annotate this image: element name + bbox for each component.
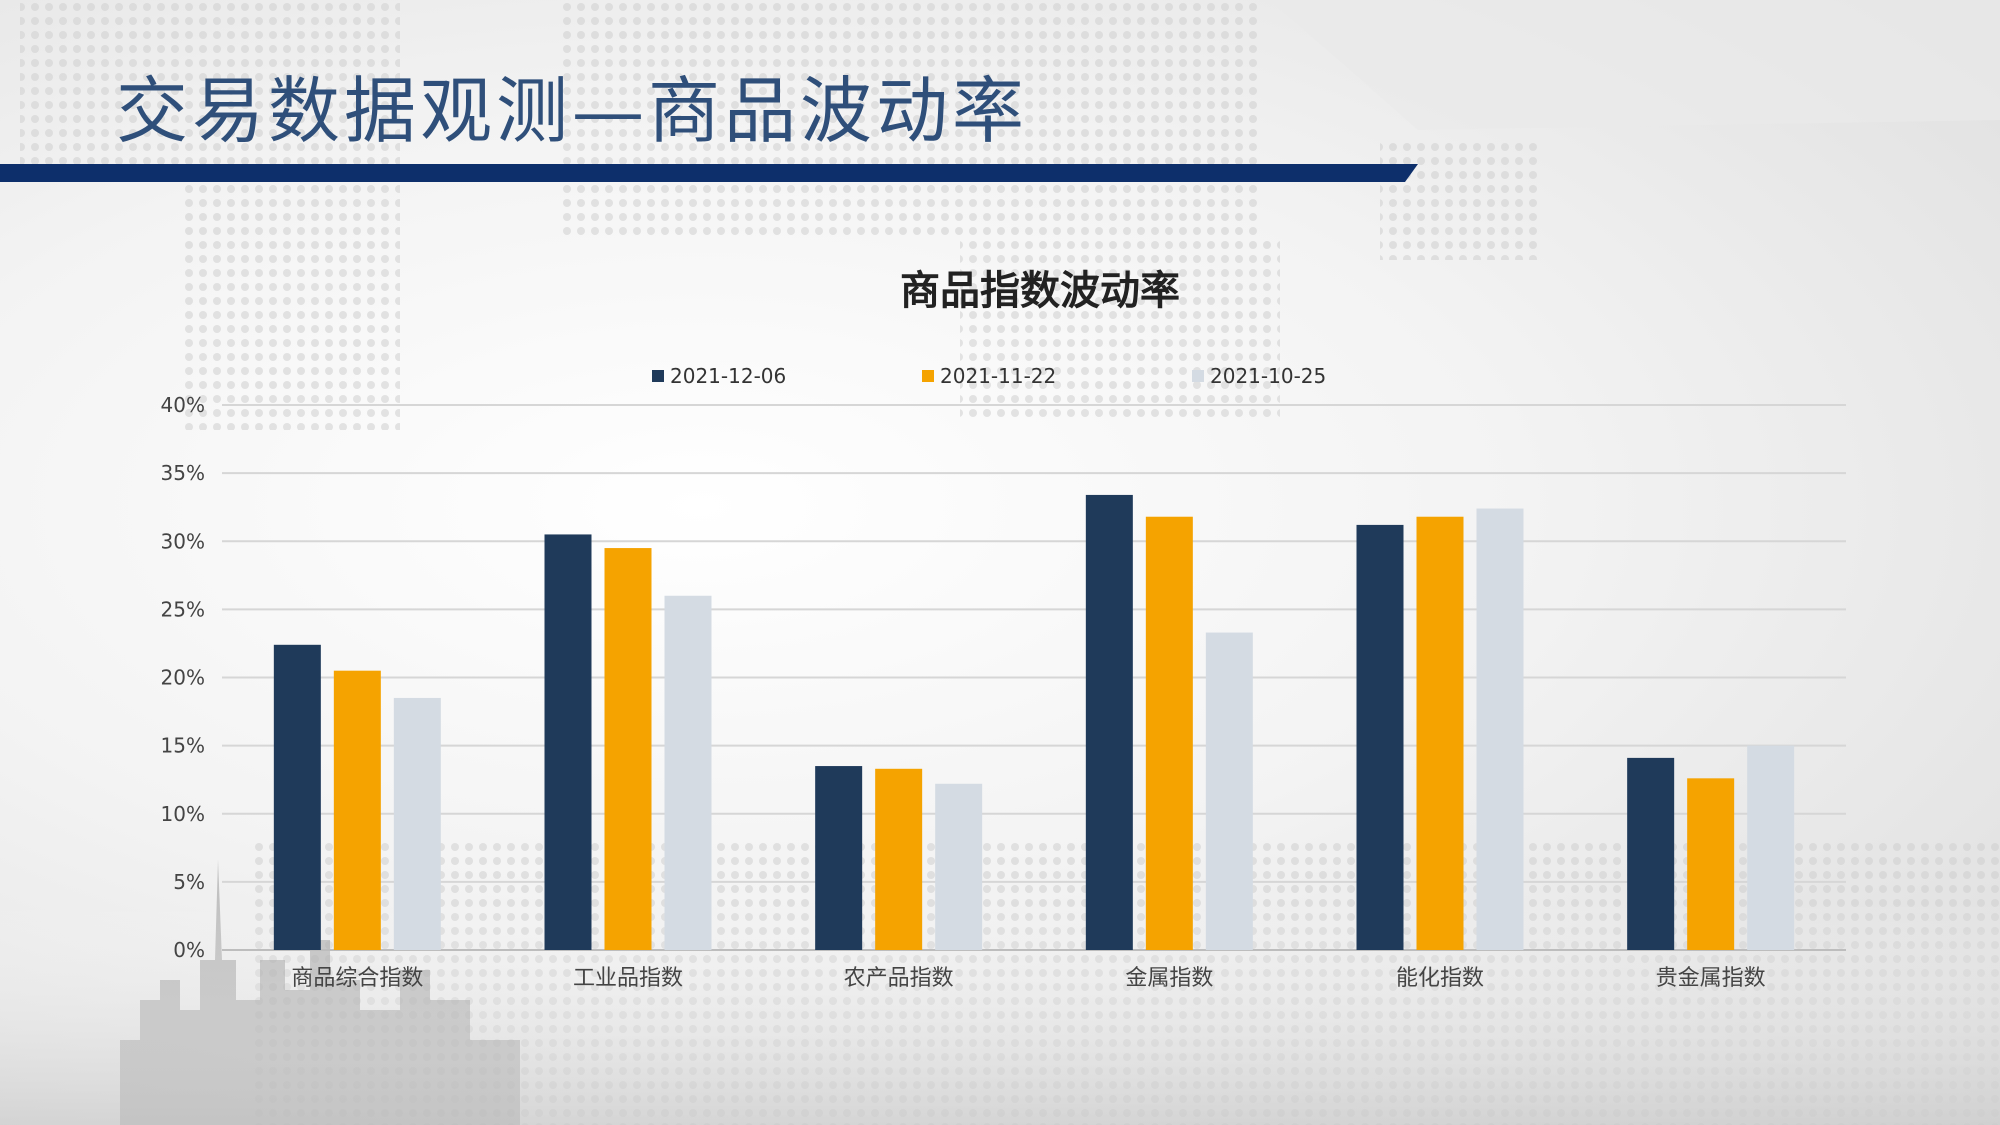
x-tick-label: 金属指数 [1125,966,1213,991]
chart-title: 商品指数波动率 [900,268,1180,314]
world-map-dots [20,0,1540,430]
bar-2021-12-06-金属指数 [1085,494,1133,950]
legend-label: 2021-12-06 [670,364,786,388]
legend-swatch [1192,370,1204,382]
chart-bars [273,494,1795,950]
y-tick-label: 15% [161,734,205,758]
x-axis: 商品综合指数 工业品指数 农产品指数 金属指数 能化指数 贵金属指数 [291,966,1765,991]
legend-swatch [652,370,664,382]
y-tick-label: 40% [161,393,205,417]
y-tick-label: 5% [173,870,205,894]
legend-label: 2021-11-22 [940,364,1056,388]
bar-2021-10-25-能化指数 [1476,508,1524,950]
bar-2021-10-25-商品综合指数 [393,697,441,950]
bar-2021-11-22-农产品指数 [875,768,923,950]
bar-2021-10-25-工业品指数 [664,595,712,950]
legend-swatch [922,370,934,382]
bar-2021-10-25-贵金属指数 [1747,745,1795,950]
bar-2021-11-22-商品综合指数 [333,670,381,950]
bar-2021-12-06-商品综合指数 [273,644,321,950]
legend-item: 2021-10-25 [1192,364,1326,388]
legend-label: 2021-10-25 [1210,364,1326,388]
bar-2021-12-06-能化指数 [1356,524,1404,950]
title-underline-bar [0,164,1418,182]
x-tick-label: 能化指数 [1396,966,1484,991]
bar-2021-11-22-贵金属指数 [1687,778,1735,950]
y-axis: 0% 5% 10% 15% 20% 25% 30% 35% 40% [161,393,205,962]
y-tick-label: 20% [161,666,205,690]
x-tick-label: 工业品指数 [573,966,683,991]
x-tick-label: 商品综合指数 [291,966,423,991]
chart-legend: 2021-12-06 2021-11-22 2021-10-25 [652,364,1326,388]
y-tick-label: 35% [161,461,205,485]
bar-2021-10-25-金属指数 [1205,632,1253,950]
bar-2021-10-25-农产品指数 [935,783,983,950]
bar-2021-11-22-工业品指数 [604,548,652,950]
chart-gridlines [222,404,1846,951]
bar-2021-11-22-金属指数 [1145,516,1193,950]
legend-item: 2021-12-06 [652,364,786,388]
bar-2021-12-06-农产品指数 [815,766,863,950]
bar-2021-12-06-工业品指数 [544,534,592,950]
y-tick-label: 25% [161,597,205,621]
slide-title: 交易数据观测—商品波动率 [116,69,1029,153]
legend-item: 2021-11-22 [922,364,1056,388]
bar-2021-12-06-贵金属指数 [1627,757,1675,950]
y-tick-label: 10% [161,802,205,826]
bar-2021-11-22-能化指数 [1416,516,1464,950]
x-tick-label: 农产品指数 [844,966,954,991]
y-tick-label: 30% [161,529,205,553]
y-tick-label: 0% [173,938,205,962]
x-tick-label: 贵金属指数 [1656,966,1766,991]
